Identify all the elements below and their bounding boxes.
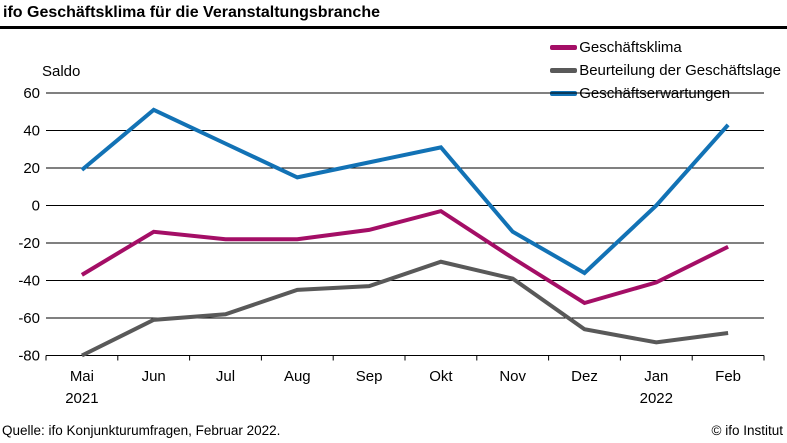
x-tick-label: Jan: [644, 368, 668, 385]
legend-item-geschaeftsklima: Geschäftsklima: [550, 36, 781, 59]
series-line-gesch-ftserwartungen: [80, 107, 730, 276]
chart-legend: Geschäftsklima Beurteilung der Geschäfts…: [550, 36, 781, 105]
x-tick-label: Jun: [142, 368, 166, 385]
x-tick-label: Feb: [715, 368, 741, 385]
x-tick-label: Dez: [571, 368, 598, 385]
legend-line-swatch-klima: [550, 45, 578, 50]
copyright-note: © ifo Institut: [711, 423, 783, 438]
x-tick-label: Mai: [70, 368, 94, 385]
year-label: 2022: [640, 390, 673, 407]
chart-footer: Quelle: ifo Konjunkturumfragen, Februar …: [0, 423, 787, 438]
x-tick-label: Sep: [356, 368, 383, 385]
x-tick-label: Nov: [499, 368, 526, 385]
series-line-gesch-ftsklima: [80, 208, 729, 306]
x-tick-label: Jul: [216, 368, 235, 385]
x-tick-label: Aug: [284, 368, 311, 385]
legend-item-geschaeftslage: Beurteilung der Geschäftslage: [550, 59, 781, 82]
title-divider: [0, 26, 787, 29]
series-line-beurteilung-der-gesch-ftslage: [81, 259, 729, 358]
y-tick-label: -80: [18, 348, 40, 365]
page-title: ifo Geschäftsklima für die Veranstaltung…: [3, 4, 380, 21]
y-tick-label: 40: [23, 123, 40, 140]
source-note: Quelle: ifo Konjunkturumfragen, Februar …: [2, 423, 281, 438]
y-tick-label: -60: [18, 310, 40, 327]
y-tick-label: 0: [32, 198, 40, 215]
x-tick-label: Okt: [429, 368, 453, 385]
y-tick-label: 60: [23, 85, 40, 102]
year-label: 2021: [65, 390, 98, 407]
y-tick-label: 20: [23, 160, 40, 177]
y-axis-unit-label: Saldo: [42, 63, 81, 80]
y-tick-label: -20: [18, 235, 40, 252]
y-tick-label: -40: [18, 273, 40, 290]
legend-line-swatch-lage: [550, 68, 578, 73]
legend-label: Geschäftsklima: [579, 39, 682, 56]
legend-label: Beurteilung der Geschäftslage: [579, 62, 781, 79]
